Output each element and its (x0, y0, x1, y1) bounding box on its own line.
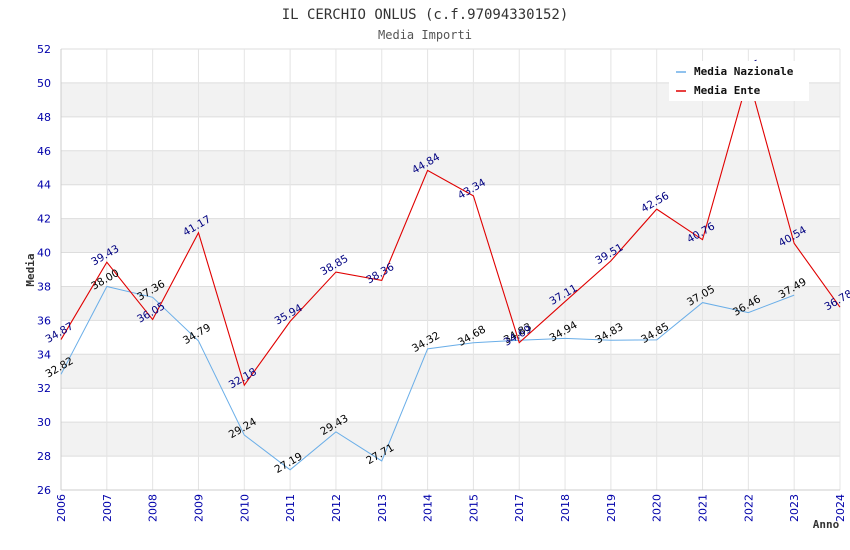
x-tick-label: 2009 (192, 494, 205, 522)
series-line-media-nazionale (60, 285, 795, 471)
y-tick-label: 26 (37, 484, 51, 497)
x-tick-label: 2014 (422, 494, 435, 522)
grid-bands (61, 49, 840, 490)
y-tick-label: 48 (37, 111, 51, 124)
y-tick-labels: 26 28 30 32 34 36 38 40 42 44 46 48 50 52 (37, 43, 51, 497)
x-tick-label: 2013 (376, 494, 389, 522)
x-tick-label: 2015 (467, 494, 480, 522)
x-tick-label: 2020 (651, 494, 664, 522)
y-tick-label: 50 (37, 77, 51, 90)
y-tick-label: 46 (37, 145, 51, 158)
grid-band (61, 286, 840, 321)
x-tick-label: 2023 (788, 494, 801, 522)
y-tick-label: 40 (37, 247, 51, 260)
x-tick-label: 2008 (147, 494, 160, 522)
x-tick-label: 2022 (742, 494, 755, 522)
grid-band (61, 354, 840, 389)
grid-band (61, 218, 840, 253)
grid-band (61, 388, 840, 423)
y-tick-label: 44 (37, 179, 51, 192)
x-tick-labels: 2006 2007 2008 2009 2010 2011 2012 2013 2014 2015… (55, 494, 847, 522)
y-tick-label: 52 (37, 43, 51, 56)
x-axis-label: Anno (813, 518, 840, 531)
x-tick-label: 2024 (834, 494, 847, 522)
x-tick-label: 2007 (101, 494, 114, 522)
x-tick-label: 2010 (238, 494, 251, 522)
y-tick-label: 42 (37, 213, 51, 226)
grid-lines (60, 48, 841, 491)
legend-box (669, 61, 809, 101)
legend: Media Nazionale Media Ente (669, 61, 809, 101)
series-lines (60, 74, 841, 471)
y-tick-label: 38 (37, 280, 51, 293)
x-tick-label: 2012 (330, 494, 343, 522)
chart-subtitle: Media Importi (378, 28, 472, 42)
y-tick-label: 30 (37, 416, 51, 429)
x-tick-label: 2019 (605, 494, 618, 522)
grid-band (61, 320, 840, 355)
axes (60, 49, 840, 491)
x-tick-label: 2018 (559, 494, 572, 522)
grid-band (61, 150, 840, 185)
y-axis-label: Media (24, 253, 37, 286)
x-tick-label: 2021 (697, 494, 710, 522)
x-tick-label: 2011 (284, 494, 297, 522)
chart-title: IL CERCHIO ONLUS (c.f.97094330152) (282, 7, 569, 23)
y-tick-label: 36 (37, 314, 51, 327)
legend-label-media-nazionale: Media Nazionale (694, 65, 794, 78)
grid-band (61, 116, 840, 151)
grid-band (61, 422, 840, 457)
x-tick-label: 2006 (55, 494, 68, 522)
series-line-media-ente (60, 74, 841, 387)
y-tick-label: 32 (37, 382, 51, 395)
y-tick-label: 34 (37, 348, 51, 361)
grid-band (61, 252, 840, 287)
grid-band (61, 456, 840, 490)
x-tick-label: 2017 (513, 494, 526, 522)
y-tick-label: 28 (37, 450, 51, 463)
grid-band (61, 184, 840, 219)
legend-label-media-ente: Media Ente (694, 84, 761, 97)
